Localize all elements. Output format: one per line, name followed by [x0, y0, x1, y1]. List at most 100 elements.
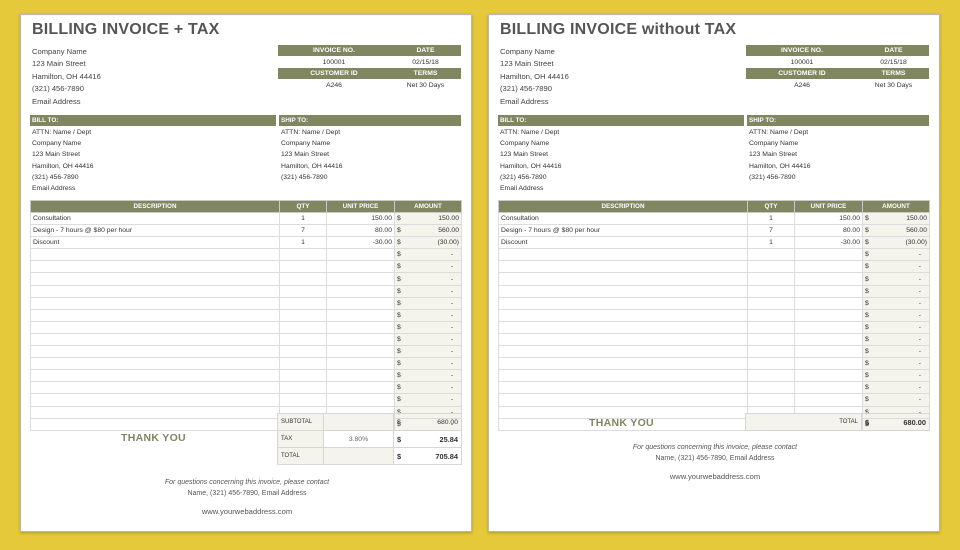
bill-to-header: BILL TO:: [30, 115, 276, 126]
company-name: Company Name: [32, 47, 87, 56]
item-qty: 1: [279, 211, 327, 226]
bill-to-line: Hamilton, OH 44416: [500, 162, 562, 170]
customer-id-value: A246: [326, 81, 342, 89]
amount-column-header: AMOUNT: [862, 200, 930, 213]
table-row-empty: $ -: [30, 381, 462, 395]
item-amount: $ -: [394, 308, 462, 322]
customer-id-header: CUSTOMER ID: [746, 68, 858, 79]
footer-website[interactable]: www.yourwebaddress.com: [201, 507, 293, 516]
bill-to-header: BILL TO:: [498, 115, 744, 126]
item-amount: $ -: [394, 296, 462, 310]
item-amount: $ -: [862, 369, 930, 383]
bill-to-section: BILL TO: ATTN: Name / Dept Company Name …: [498, 115, 744, 194]
item-description: Discount: [498, 236, 748, 250]
bill-to-line: 123 Main Street: [32, 151, 80, 159]
ship-to-line: (321) 456-7890: [281, 173, 328, 181]
item-amount: $ -: [862, 260, 930, 274]
item-amount: $ -: [394, 332, 462, 347]
table-row-empty: $ -: [30, 296, 462, 310]
footer-question: For questions concerning this invoice, p…: [164, 479, 330, 486]
line-items-table: DESCRIPTION QTY UNIT PRICE AMOUNT Consul…: [498, 200, 930, 431]
invoice-with-tax: BILLING INVOICE + TAX Company Name 123 M…: [20, 14, 472, 532]
item-qty: 1: [747, 211, 795, 226]
table-row-empty: $ -: [498, 393, 930, 407]
ship-to-line: ATTN: Name / Dept: [749, 129, 809, 136]
subtotal-label: SUBTOTAL: [277, 413, 324, 431]
tax-rate: 3.80%: [323, 430, 394, 448]
thank-you-text: THANK YOU: [121, 432, 186, 444]
item-amount: $ (30.00): [394, 236, 462, 250]
item-unit-price: 150.00: [326, 211, 395, 226]
ship-to-line: Company Name: [281, 140, 331, 148]
date-value: 02/15/18: [412, 58, 439, 66]
item-amount: $ -: [862, 272, 930, 286]
bill-to-line: ATTN: Name / Dept: [32, 129, 92, 136]
company-info: Company Name 123 Main Street Hamilton, O…: [32, 46, 101, 108]
ship-to-section: SHIP TO: ATTN: Name / Dept Company Name …: [279, 115, 461, 183]
item-amount: $ -: [394, 357, 462, 371]
terms-header: TERMS: [390, 68, 461, 79]
table-row-empty: $ -: [498, 308, 930, 322]
table-row-empty: $ -: [498, 369, 930, 383]
table-row-empty: $ -: [30, 272, 462, 286]
table-row-empty: $ -: [498, 320, 930, 334]
item-description: Consultation: [30, 211, 280, 226]
invoice-title: BILLING INVOICE + TAX: [32, 21, 220, 38]
bill-to-line: Company Name: [32, 140, 82, 148]
item-amount: $560.00: [394, 224, 462, 238]
table-row-empty: $ -: [30, 357, 462, 371]
bill-to-line: (321) 456-7890: [32, 173, 79, 181]
footer-question: For questions concerning this invoice, p…: [632, 444, 798, 451]
totals-table: TOTAL $680.00: [744, 413, 931, 431]
invoice-no-header: INVOICE NO.: [746, 45, 858, 56]
company-info: Company Name 123 Main Street Hamilton, O…: [500, 46, 569, 108]
company-phone: (321) 456-7890: [32, 84, 84, 94]
table-row-empty: $ -: [498, 248, 930, 262]
company-city: Hamilton, OH 44416: [500, 71, 569, 81]
item-unit-price: 80.00: [326, 224, 395, 238]
table-row: Design - 7 hours @ $80 per hour 7 80.00 $56…: [498, 224, 930, 238]
item-amount: $ -: [862, 308, 930, 322]
customer-id-value: A246: [794, 81, 810, 89]
total-value: $705.84: [393, 447, 462, 465]
item-description: Consultation: [498, 211, 748, 226]
total-label: TOTAL: [744, 413, 863, 431]
table-row-empty: $ -: [30, 369, 462, 383]
bill-to-line: Email Address: [500, 185, 544, 193]
description-column-header: DESCRIPTION: [498, 200, 748, 213]
thank-you-text: THANK YOU: [589, 417, 654, 429]
bill-to-section: BILL TO: ATTN: Name / Dept Company Name …: [30, 115, 276, 194]
item-unit-price: 80.00: [794, 224, 863, 238]
company-email: Email Address: [32, 96, 81, 106]
footer: For questions concerning this invoice, p…: [489, 442, 941, 482]
terms-value: Net 30 Days: [406, 81, 445, 89]
table-row-empty: $ -: [30, 284, 462, 298]
date-value: 02/15/18: [880, 58, 907, 66]
invoice-no-value: 100001: [790, 58, 814, 66]
qty-column-header: QTY: [747, 200, 795, 213]
item-amount: $ -: [394, 248, 462, 262]
table-row-empty: $ -: [30, 308, 462, 322]
company-street: 123 Main Street: [500, 59, 554, 69]
line-items-table: DESCRIPTION QTY UNIT PRICE AMOUNT Consul…: [30, 200, 462, 431]
item-amount: $ -: [394, 381, 462, 395]
item-amount: $ -: [394, 369, 462, 383]
item-amount: $ -: [862, 357, 930, 371]
terms-value: Net 30 Days: [874, 81, 913, 89]
description-column-header: DESCRIPTION: [30, 200, 280, 213]
item-qty: 1: [747, 236, 795, 250]
tax-label: TAX: [277, 430, 324, 448]
item-unit-price: 150.00: [794, 211, 863, 226]
item-amount: $ (30.00): [862, 236, 930, 250]
table-row-empty: $ -: [498, 332, 930, 347]
company-email: Email Address: [500, 96, 549, 106]
item-amount: $ -: [862, 381, 930, 395]
ship-to-line: Hamilton, OH 44416: [749, 162, 811, 170]
item-amount: $560.00: [862, 224, 930, 238]
date-header: DATE: [390, 45, 461, 56]
table-row-empty: $ -: [498, 381, 930, 395]
footer: For questions concerning this invoice, p…: [21, 477, 473, 517]
ship-to-line: ATTN: Name / Dept: [281, 129, 341, 136]
table-row-empty: $ -: [30, 393, 462, 407]
footer-website[interactable]: www.yourwebaddress.com: [669, 472, 761, 481]
